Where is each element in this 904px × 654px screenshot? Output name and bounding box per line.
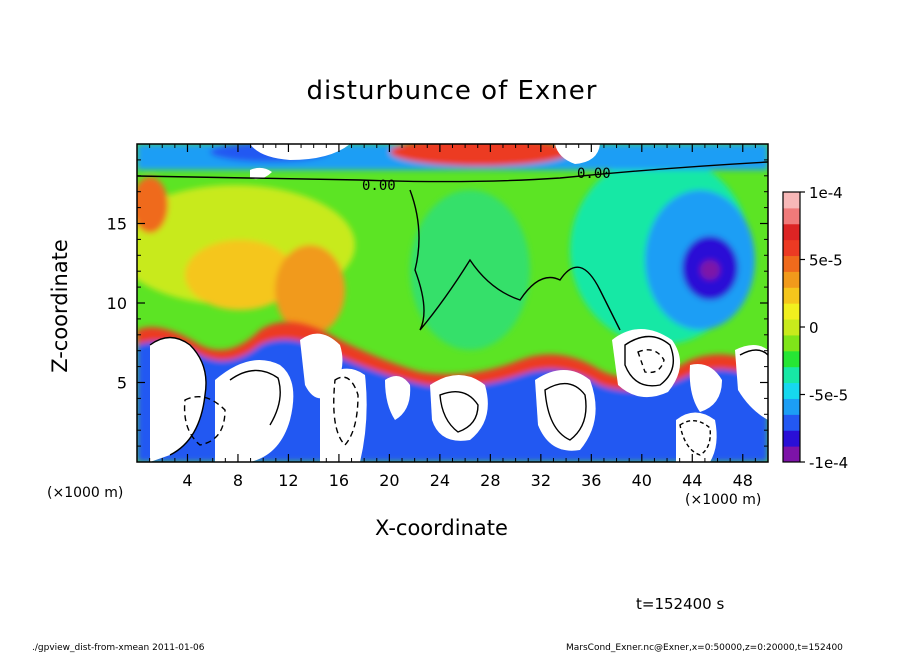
footer-source: MarsCond_Exner.nc@Exner,x=0:50000,z=0:20…: [566, 643, 843, 653]
contour-line: [149, 336, 207, 456]
contour-zero: [137, 161, 768, 183]
x-axis: 4 8 12 16 20 24 28 32 36 40 44 48: [149, 144, 756, 490]
field-blob: [410, 190, 530, 350]
x-tick-label: 36: [581, 471, 601, 490]
colorbar-swatch: [783, 414, 800, 431]
colorbar-swatch: [783, 239, 800, 257]
colorbar-swatch: [783, 430, 800, 447]
white-cell: [385, 376, 411, 420]
y-axis-label: Z-coordinate: [48, 239, 72, 373]
white-cell: [250, 167, 272, 180]
footer-command: ./gpview_dist-from-xmean 2011-01-06: [32, 643, 205, 653]
colorbar-swatch: [783, 446, 800, 463]
white-cell: [612, 329, 681, 398]
white-cell: [215, 360, 294, 462]
colorbar-swatch: [783, 271, 800, 288]
x-unit-label: (×1000 m): [47, 485, 124, 501]
colorbar-tick-label: 1e-4: [809, 184, 843, 202]
field-blob: [185, 240, 295, 310]
colorbar-swatch: [783, 287, 800, 304]
y-tick-label: 10: [107, 294, 127, 313]
colorbar-tick-label: 5e-5: [809, 252, 843, 270]
field-blob: [137, 177, 168, 233]
white-cell: [320, 368, 367, 462]
x-tick-label: 16: [329, 471, 349, 490]
colorbar-swatch: [783, 382, 800, 399]
contour-line: [624, 335, 674, 387]
x-tick-label: 8: [233, 471, 243, 490]
colorbar-swatch: [783, 366, 800, 384]
x-tick-label: 40: [632, 471, 652, 490]
x-tick-label: 44: [682, 471, 702, 490]
y-tick-label: 5: [117, 374, 127, 393]
contour-line: [544, 382, 587, 441]
colorbar-swatch: [783, 398, 800, 415]
x-tick-label: 48: [733, 471, 753, 490]
colorbar-swatch: [783, 319, 800, 336]
white-cell: [250, 144, 350, 160]
contour-negative: [679, 420, 711, 456]
colorbar-swatch: [783, 255, 800, 272]
x-tick-label: 28: [480, 471, 500, 490]
white-cell: [676, 412, 717, 462]
contour-negative: [333, 376, 359, 447]
field-blob: [700, 260, 720, 280]
white-cell: [735, 345, 768, 420]
x-axis-label: X-coordinate: [375, 516, 508, 540]
white-cell: [689, 364, 722, 412]
white-cell: [555, 144, 600, 164]
contour-line: [439, 391, 479, 433]
contour-line: [229, 369, 281, 426]
contour-line: [739, 349, 768, 356]
x-unit-label-right: (×1000 m): [685, 492, 762, 508]
y-tick-label: 15: [107, 215, 127, 234]
colorbar-tick-label: -1e-4: [809, 454, 848, 472]
contour-zero: [409, 189, 621, 331]
contour-negative: [183, 396, 226, 446]
contour-label: 0.00: [577, 166, 611, 182]
field-blob: [390, 144, 570, 166]
x-tick-label: 12: [278, 471, 298, 490]
x-tick-label: 20: [379, 471, 399, 490]
colorbar-tick-label: 0: [809, 319, 819, 337]
contour-lines: [137, 161, 768, 456]
colorbar-tick-label: -5e-5: [809, 387, 848, 405]
contour-negative: [637, 349, 665, 374]
time-label: t=152400 s: [636, 595, 725, 613]
contour-label: 0.00: [362, 178, 396, 194]
white-cell: [150, 337, 206, 462]
field-blob: [275, 245, 345, 335]
colorbar-swatch: [783, 350, 800, 368]
colorbar: 1e-4 5e-5 0 -5e-5 -1e-4: [782, 184, 848, 472]
colorbar-swatch: [783, 192, 800, 209]
x-tick-label: 24: [430, 471, 450, 490]
chart-title: disturbunce of Exner: [306, 76, 598, 106]
colorbar-swatch: [783, 334, 800, 352]
x-tick-label: 4: [182, 471, 192, 490]
heatmap-field: [137, 144, 768, 462]
colorbar-swatch: [783, 223, 800, 241]
colorbar-swatch: [783, 207, 800, 225]
white-cell: [430, 375, 488, 441]
y-axis: 5 10 15: [107, 159, 768, 447]
x-tick-label: 32: [531, 471, 551, 490]
colorbar-swatch: [783, 303, 800, 320]
